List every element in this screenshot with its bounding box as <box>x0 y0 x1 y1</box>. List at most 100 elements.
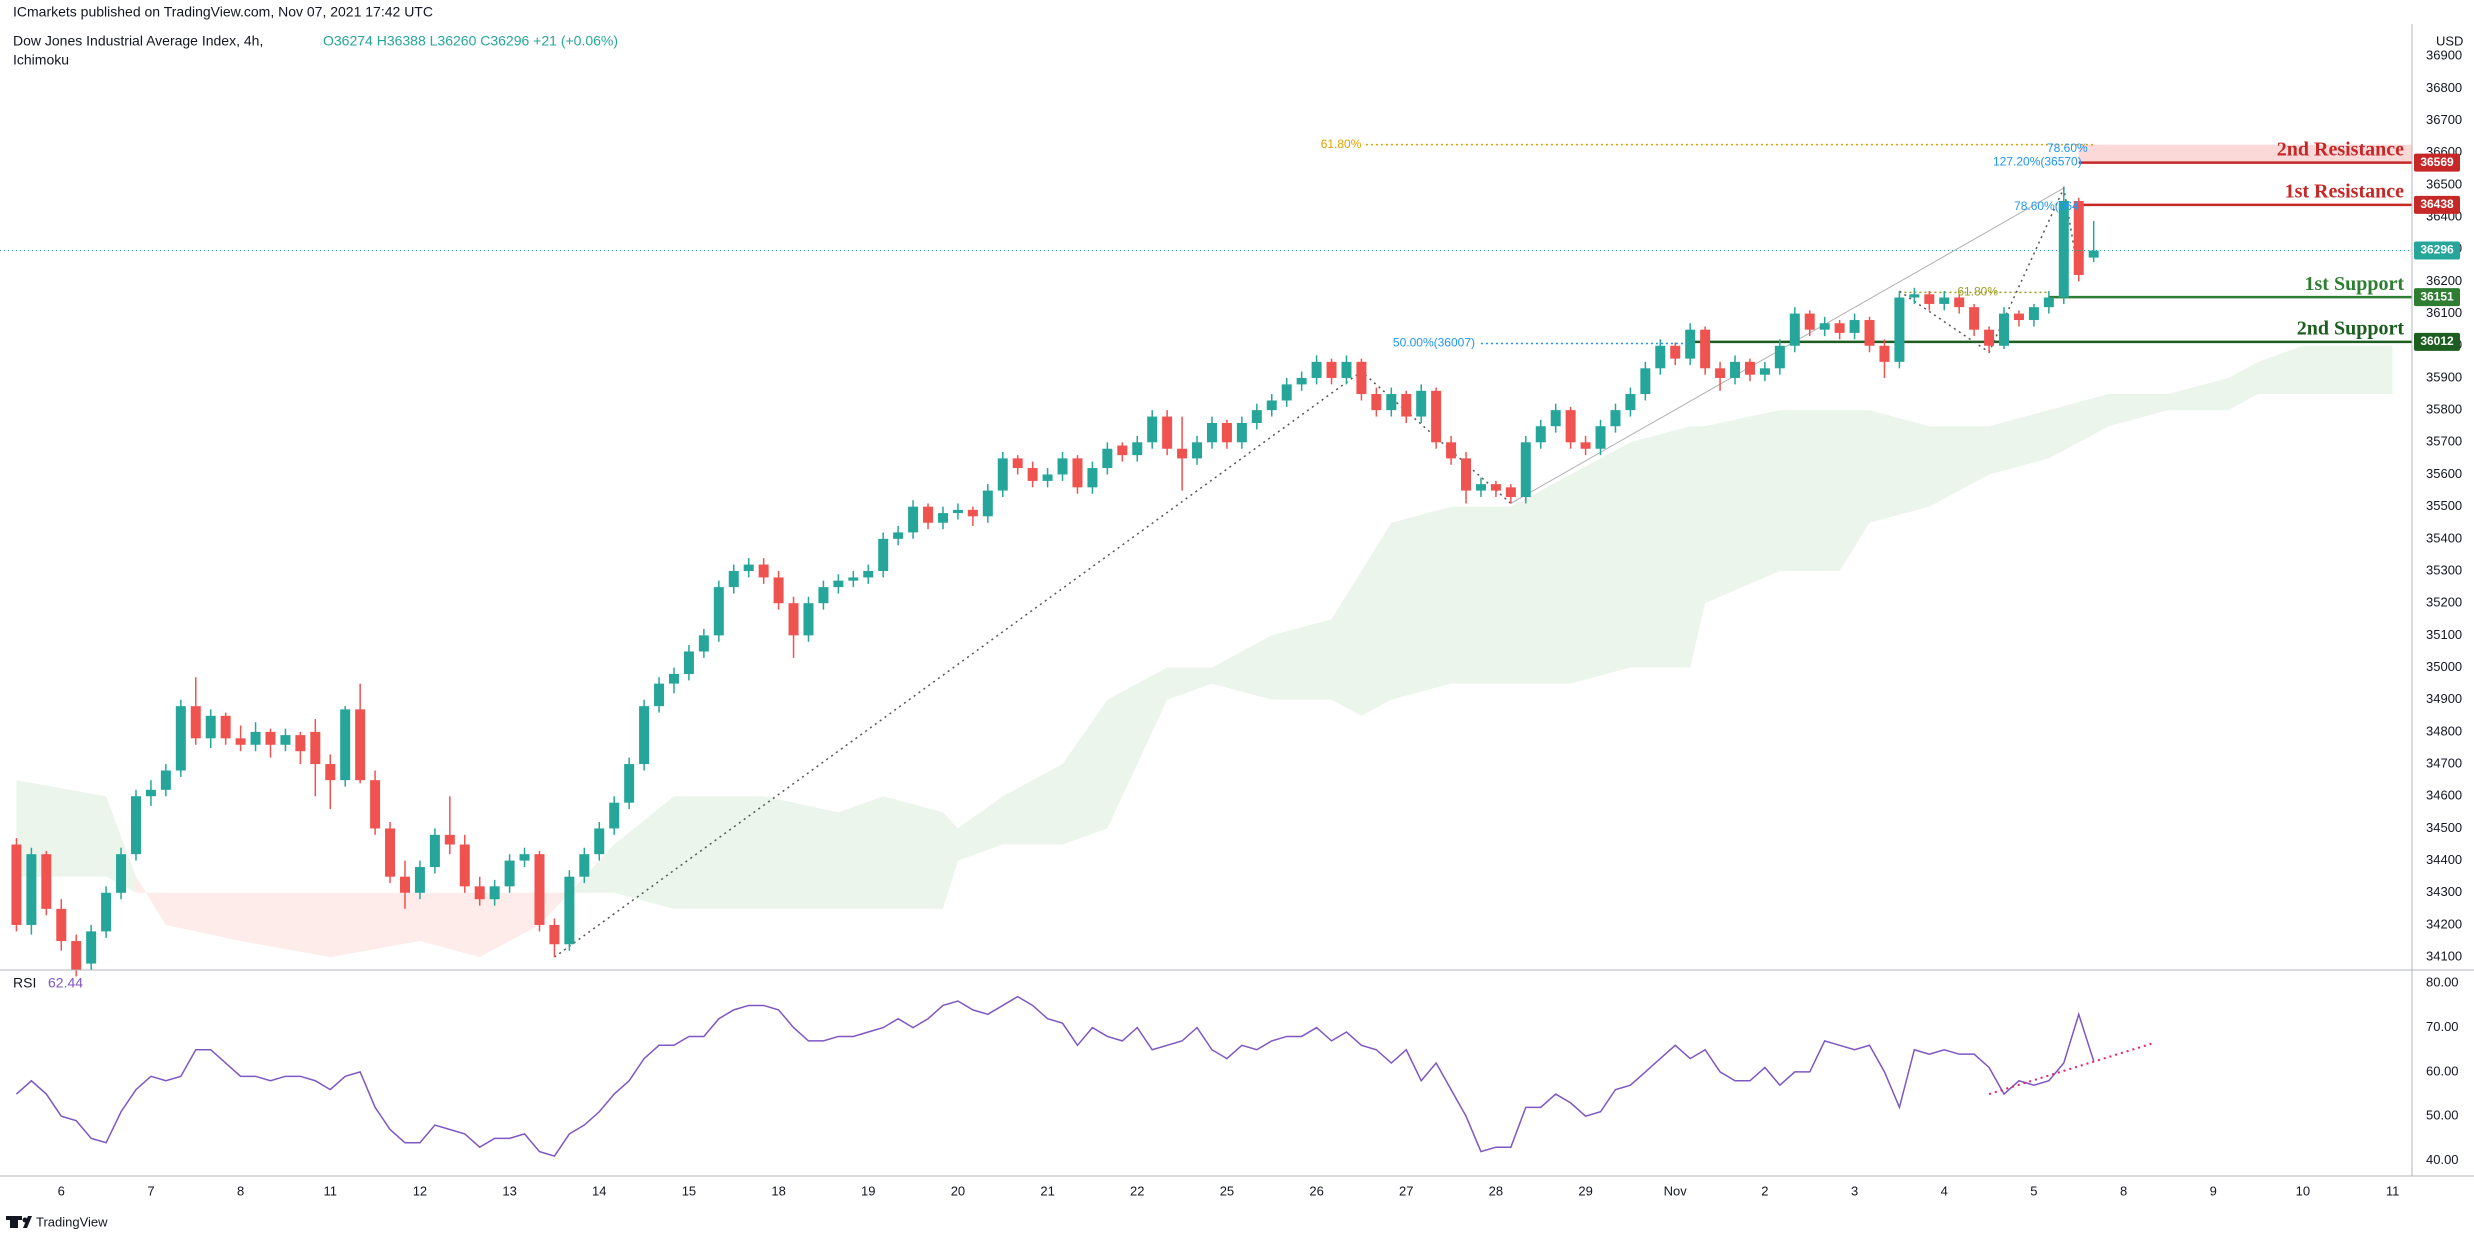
candle-body <box>668 673 679 684</box>
candle-body <box>474 886 485 900</box>
plot-area <box>0 143 2412 977</box>
y-tick-label: 34500 <box>2426 820 2462 835</box>
candle-body <box>1715 368 1726 378</box>
x-tick-label: 7 <box>147 1183 154 1198</box>
candle-body <box>1072 458 1083 488</box>
level-tag <box>2414 153 2460 172</box>
candle-body <box>818 587 829 604</box>
candle-body <box>1401 394 1412 417</box>
candle-body <box>2043 297 2054 308</box>
cloud-segment <box>16 780 107 877</box>
candle-body <box>370 780 381 829</box>
candle-body <box>788 603 799 636</box>
x-tick-label: 20 <box>951 1183 965 1198</box>
cloud-segment <box>673 796 764 909</box>
level-label: 1st Support <box>2305 273 2405 295</box>
level-label: 1st Resistance <box>2285 180 2405 202</box>
x-tick-label: 2 <box>1761 1183 1768 1198</box>
candle-body <box>1236 422 1247 443</box>
candle-body <box>1969 307 1980 330</box>
cloud-segment <box>1705 410 1780 604</box>
candle-body <box>1162 416 1173 449</box>
candle-body <box>654 683 665 707</box>
candle-body <box>683 651 694 674</box>
level-tag <box>2414 332 2460 351</box>
y-tick-label: 35700 <box>2426 434 2462 449</box>
y-tick-label: 36100 <box>2426 305 2462 320</box>
candle-body <box>1296 377 1307 385</box>
trend-line <box>1898 185 2080 354</box>
ohlc-legend: O36274 H36388 L36260 C36296 +21 (+0.06%) <box>323 33 618 49</box>
candle-body <box>1192 442 1203 459</box>
candle-body <box>1057 458 1068 475</box>
cloud-segment <box>1331 571 1362 716</box>
candle-body <box>235 738 246 745</box>
candle-body <box>1206 422 1217 443</box>
x-tick-label: 8 <box>237 1183 244 1198</box>
candle-body <box>205 715 216 739</box>
candle-body <box>1550 410 1561 427</box>
y-tick-label: 35500 <box>2426 498 2462 513</box>
y-tick-label: 34200 <box>2426 916 2462 931</box>
y-tick-label: 36800 <box>2426 80 2462 95</box>
x-tick-label: 11 <box>2386 1183 2400 1198</box>
candle-body <box>1849 320 1860 333</box>
level-tag-label: 36151 <box>2420 289 2454 303</box>
cloud-segment <box>419 892 480 958</box>
candle-body <box>848 577 859 581</box>
level-label: 2nd Support <box>2297 318 2405 340</box>
candle-body <box>414 867 425 893</box>
candle-body <box>833 580 844 588</box>
cloud-segment <box>1211 635 1272 700</box>
candle-body <box>385 828 396 877</box>
y-tick-label: 35000 <box>2426 659 2462 674</box>
candle-body <box>2013 313 2024 321</box>
y-tick-label: 35300 <box>2426 562 2462 577</box>
x-tick-label: 28 <box>1489 1183 1503 1198</box>
cloud-segment <box>1062 699 1108 845</box>
x-tick-label: 10 <box>2296 1183 2310 1198</box>
candle-body <box>1446 442 1457 459</box>
cloud-segment <box>1510 474 1571 684</box>
x-tick-label: 15 <box>682 1183 696 1198</box>
candle-body <box>1535 426 1546 443</box>
cloud-segment <box>1929 426 1990 507</box>
candle-body <box>310 731 321 765</box>
y-tick-label: 36900 <box>2426 48 2462 63</box>
candle-body <box>1655 345 1666 369</box>
cloud-segment <box>1630 426 1691 668</box>
cloud-segment <box>1451 506 1511 684</box>
y-tick-label: 34400 <box>2426 852 2462 867</box>
x-tick-label: 12 <box>413 1183 427 1198</box>
candle-body <box>325 764 336 781</box>
cloud-segment <box>569 844 615 893</box>
candle-body <box>967 509 978 517</box>
cloud-segment <box>1989 410 2049 475</box>
candle-body <box>1999 313 2010 346</box>
candle-body <box>280 735 291 745</box>
candle-body <box>534 854 545 925</box>
candle-body <box>1804 313 1815 330</box>
x-tick-label: 14 <box>592 1183 606 1198</box>
cloud-segment <box>883 796 943 909</box>
candle-body <box>803 603 814 636</box>
candle-body <box>265 731 276 745</box>
candle-body <box>519 854 530 861</box>
y-tick-label: 34100 <box>2426 949 2462 964</box>
y-tick-label: 34900 <box>2426 691 2462 706</box>
candle-body <box>86 931 97 964</box>
candle-body <box>1909 294 1920 298</box>
candle-body <box>564 876 575 945</box>
candle-body <box>773 577 784 604</box>
cloud-segment <box>2108 394 2169 427</box>
x-tick-label: 9 <box>2210 1183 2217 1198</box>
y-tick-label: 35600 <box>2426 466 2462 481</box>
y-tick-label: 35100 <box>2426 627 2462 642</box>
y-tick-label: 34800 <box>2426 723 2462 738</box>
cloud-segment <box>135 876 166 925</box>
candle-body <box>758 564 769 578</box>
candle-body <box>1490 484 1501 491</box>
x-tick-label: 3 <box>1851 1183 1858 1198</box>
